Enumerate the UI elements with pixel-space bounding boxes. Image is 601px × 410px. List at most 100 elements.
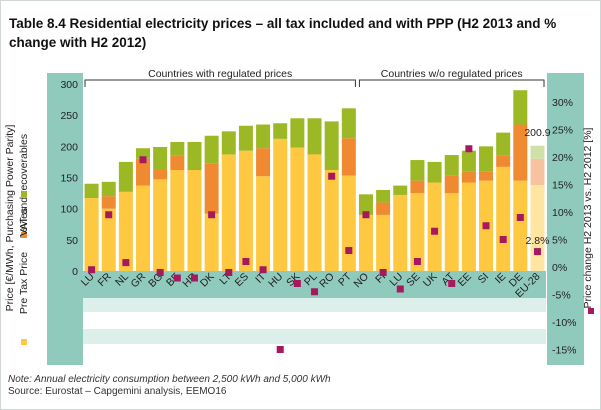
right-tick-label: 25% (552, 125, 573, 137)
left-tick-label: 50 (66, 235, 78, 247)
left-tick-label: 200 (60, 141, 78, 153)
legend-label: Levies (18, 208, 30, 238)
bar-levies-se (410, 180, 425, 194)
bar-levies-be (170, 155, 185, 171)
right-tick-label: 15% (552, 180, 573, 192)
legend-label: Pre Tax Price (18, 252, 30, 314)
bar-pre-tax-price-ie (496, 166, 511, 271)
bar-vat-and-recoverables-gr (136, 148, 151, 159)
bar-levies-ee (461, 171, 476, 183)
change-marker-si (482, 222, 490, 230)
bar-pre-tax-price-fr (101, 208, 116, 271)
left-axis-title: Price [€/MWh, Purchasing Power Parity] (4, 125, 16, 312)
lower-band (83, 329, 546, 344)
eu-change-label: 2.8% (526, 235, 550, 247)
change-marker-hu (276, 346, 284, 353)
bar-pre-tax-price-it (256, 176, 271, 271)
change-marker-hr (190, 274, 198, 282)
left-tick-label: 300 (60, 79, 78, 91)
bar-levies-eu-28 (530, 158, 545, 185)
bar-levies-dk (204, 163, 219, 214)
bar-vat-and-recoverables-fr (101, 181, 116, 197)
bar-pre-tax-price-de (513, 180, 528, 271)
right-axis-title: Price change H2 2013 vs. H2 2012 [%] (582, 127, 594, 308)
lower-band (83, 312, 546, 329)
bar-pre-tax-price-pl (307, 154, 322, 271)
legend-swatch (21, 191, 27, 197)
bar-vat-and-recoverables-nl (118, 161, 133, 192)
bar-vat-and-recoverables-si (479, 146, 494, 172)
bar-levies-ie (496, 155, 511, 167)
right-tick-label: 0% (552, 262, 567, 274)
bar-pre-tax-price-uk (427, 182, 442, 271)
bar-pre-tax-price-lt (221, 154, 236, 271)
bar-vat-and-recoverables-lt (221, 131, 236, 155)
change-marker-ro (328, 172, 336, 180)
right-tick-label: 10% (552, 207, 573, 219)
change-marker-bg (156, 269, 164, 276)
bar-pre-tax-price-bg (153, 179, 168, 271)
bar-vat-and-recoverables-be (170, 141, 185, 156)
eu-total-label: 200.9 (524, 127, 550, 139)
change-marker-eu-28 (533, 248, 541, 256)
change-marker-be (173, 274, 181, 282)
bar-vat-and-recoverables-es (238, 125, 253, 151)
change-marker-de (516, 214, 524, 221)
bar-vat-and-recoverables-sk (290, 118, 305, 148)
bar-vat-and-recoverables-ie (496, 132, 511, 156)
change-marker-nl (122, 259, 130, 267)
bar-pre-tax-price-se (410, 193, 425, 271)
change-marker-uk (431, 227, 439, 235)
bar-pre-tax-price-nl (118, 191, 133, 271)
bar-levies-it (256, 148, 271, 177)
bar-pre-tax-price-be (170, 170, 185, 271)
group-label: Countries with regulated prices (148, 68, 292, 80)
change-marker-pt (345, 247, 353, 254)
bar-pre-tax-price-hr (187, 170, 202, 271)
change-marker-es (242, 258, 250, 265)
bar-pre-tax-price-no (358, 214, 373, 271)
right-tick-label: -10% (552, 317, 577, 329)
bar-levies-gr (136, 158, 151, 186)
legend-swatch (21, 339, 27, 345)
legend-swatch-change (588, 308, 594, 314)
left-tick-label: 150 (60, 173, 78, 185)
left-tick-label: 100 (60, 204, 78, 216)
change-marker-dk (208, 211, 216, 219)
change-marker-fr (105, 211, 113, 219)
bar-pre-tax-price-dk (204, 213, 219, 271)
change-marker-pl (311, 288, 319, 296)
bar-pre-tax-price-at (444, 193, 459, 271)
bar-pre-tax-price-eu-28 (530, 184, 545, 271)
legend-swatch (21, 232, 27, 238)
bar-vat-and-recoverables-dk (204, 135, 219, 164)
change-marker-se (413, 258, 421, 265)
right-tick-label: -15% (552, 345, 577, 357)
change-marker-fi (379, 269, 387, 276)
chart: Countries with regulated prices Countries… (4, 68, 594, 365)
bar-pre-tax-price-fi (376, 214, 391, 271)
bar-vat-and-recoverables-pl (307, 118, 322, 155)
bar-vat-and-recoverables-hu (273, 123, 288, 139)
left-axis-band (47, 73, 84, 365)
change-marker-ee (465, 145, 473, 153)
bar-vat-and-recoverables-lu (393, 185, 408, 195)
right-tick-label: -5% (552, 290, 571, 302)
bar-pre-tax-price-pt (341, 175, 356, 271)
bar-pre-tax-price-sk (290, 147, 305, 271)
left-tick-label: 250 (60, 110, 78, 122)
bar-vat-and-recoverables-bg (153, 146, 168, 171)
bar-pre-tax-price-gr (136, 185, 151, 271)
bar-pre-tax-price-lu (393, 194, 408, 271)
change-marker-at (448, 280, 456, 287)
bar-levies-at (444, 175, 459, 194)
bar-levies-fr (101, 196, 116, 209)
group-bracket (358, 79, 545, 87)
bar-levies-fi (376, 202, 391, 215)
bar-vat-and-recoverables-se (410, 160, 425, 181)
page-title: Table 8.4 Residential electricity prices… (9, 16, 557, 50)
right-tick-label: 20% (552, 152, 573, 164)
change-marker-lu (396, 285, 404, 293)
bar-pre-tax-price-es (238, 150, 253, 271)
bar-vat-and-recoverables-de (513, 90, 528, 125)
